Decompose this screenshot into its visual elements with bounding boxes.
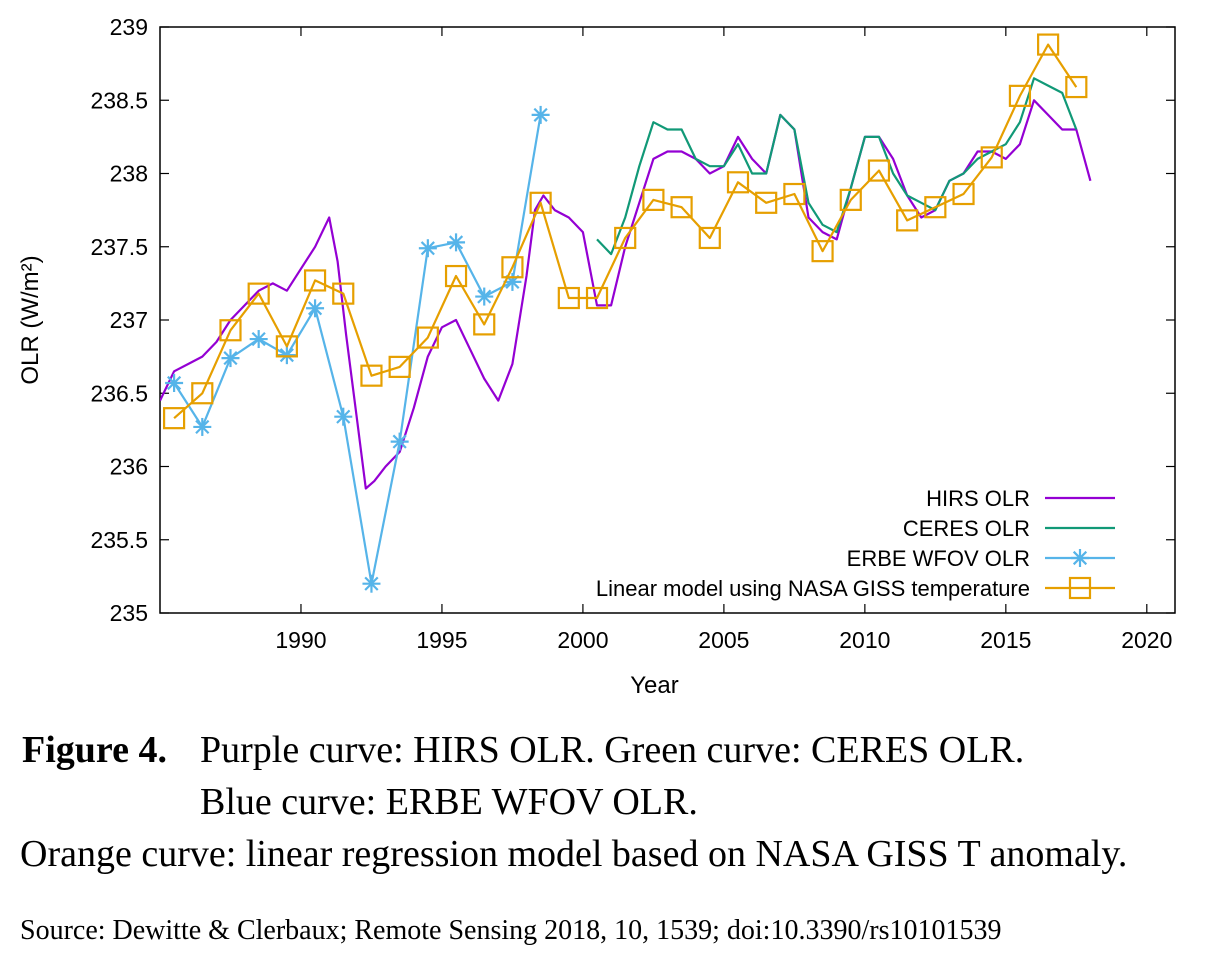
legend-label-erbe-wfov-olr: ERBE WFOV OLR [847, 546, 1030, 571]
data-point-erbe-wfov-olr [531, 105, 550, 124]
y-tick-label: 237.5 [90, 234, 148, 260]
y-tick-label: 237 [110, 307, 148, 333]
data-point-linear-model-using-nasa-giss-temperature [952, 182, 975, 206]
series-line-linear-model-using-nasa-giss-temperature [173, 43, 1078, 420]
figure-caption-line-2: Blue curve: ERBE WFOV OLR. [200, 781, 698, 823]
data-point-linear-model-using-nasa-giss-temperature [388, 355, 411, 378]
data-point-linear-model-using-nasa-giss-temperature [219, 319, 242, 342]
marker-stroke [420, 241, 435, 256]
data-point-linear-model-using-nasa-giss-temperature [275, 335, 298, 358]
marker-stroke [195, 419, 210, 435]
x-tick-label: 2020 [1121, 627, 1172, 653]
data-point-erbe-wfov-olr [447, 233, 466, 252]
figure-caption-line-1: Figure 4. Purple curve: HIRS OLR. Green c… [22, 728, 1024, 772]
data-point-linear-model-using-nasa-giss-temperature [726, 171, 750, 194]
data-point-erbe-wfov-olr [306, 299, 325, 318]
x-tick-label: 2010 [839, 627, 890, 653]
y-tick-label: 236.5 [90, 380, 148, 406]
figure-caption-line-3: Orange curve: linear regression model ba… [20, 833, 1128, 875]
series-erbe-wfov-olr [165, 105, 550, 593]
data-point-erbe-wfov-olr [334, 407, 353, 426]
data-point-erbe-wfov-olr [418, 239, 437, 258]
x-axis-label: Year [630, 672, 679, 699]
data-point-linear-model-using-nasa-giss-temperature [1065, 75, 1088, 99]
x-tick-label: 2005 [698, 627, 749, 653]
data-point-erbe-wfov-olr [249, 330, 268, 349]
marker-stroke [336, 409, 351, 424]
data-point-linear-model-using-nasa-giss-temperature [191, 382, 214, 405]
x-tick-label: 2015 [980, 627, 1031, 653]
source-citation: Source: Dewitte & Clerbaux; Remote Sensi… [20, 915, 1002, 946]
data-point-linear-model-using-nasa-giss-temperature [698, 226, 721, 250]
marker-stroke [364, 576, 379, 591]
legend: HIRS OLR CERES OLR ERBE WFOV OLR Linear mod… [596, 486, 1115, 601]
x-tick-label: 1990 [275, 627, 326, 653]
data-point-erbe-wfov-olr [362, 574, 381, 593]
y-tick-label: 235.5 [90, 527, 148, 553]
data-point-linear-model-using-nasa-giss-temperature [867, 159, 891, 182]
marker-stroke [1072, 550, 1088, 566]
y-axis-label: OLR (W/m²) [17, 255, 44, 384]
data-point-linear-model-using-nasa-giss-temperature [980, 146, 1003, 169]
y-tick-label: 235 [110, 600, 148, 626]
marker-stroke [251, 331, 266, 347]
data-point-linear-model-using-nasa-giss-temperature [585, 286, 609, 310]
data-point-linear-model-using-nasa-giss-temperature [924, 196, 947, 219]
data-point-linear-model-using-nasa-giss-temperature [332, 282, 355, 305]
figure-label: Figure 4. [22, 729, 167, 771]
data-point-erbe-wfov-olr [193, 417, 212, 436]
marker-stroke [279, 348, 294, 363]
data-point-linear-model-using-nasa-giss-temperature [162, 407, 186, 430]
marker-stroke [307, 301, 323, 316]
caption-text-1: Purple curve: HIRS OLR. Green curve: CER… [200, 729, 1025, 771]
data-point-linear-model-using-nasa-giss-temperature [1008, 84, 1032, 107]
data-point-linear-model-using-nasa-giss-temperature [444, 264, 468, 288]
data-point-erbe-wfov-olr [165, 373, 184, 392]
marker-stroke [392, 434, 407, 449]
data-point-linear-model-using-nasa-giss-temperature [783, 182, 806, 206]
data-point-linear-model-using-nasa-giss-temperature [614, 226, 637, 250]
series-hirs-olr [160, 99, 1092, 490]
data-point-linear-model-using-nasa-giss-temperature [811, 240, 834, 263]
legend-label-hirs-olr: HIRS OLR [926, 486, 1030, 511]
y-tick-label: 239 [110, 14, 148, 40]
legend-label-ceres-olr: CERES OLR [903, 516, 1030, 541]
legend-marker-erbe-wfov-olr [1071, 549, 1089, 567]
marker-stroke [167, 375, 182, 391]
marker-stroke [223, 351, 238, 366]
data-point-linear-model-using-nasa-giss-temperature [896, 209, 919, 232]
data-point-erbe-wfov-olr [277, 346, 296, 365]
data-point-linear-model-using-nasa-giss-temperature [557, 286, 580, 310]
data-point-erbe-wfov-olr [221, 349, 240, 368]
y-tick-label: 238 [110, 161, 148, 187]
y-tick-label: 236 [110, 454, 148, 480]
data-point-linear-model-using-nasa-giss-temperature [670, 196, 693, 219]
series-line-erbe-wfov-olr [173, 114, 542, 585]
legend-marker-linear-model-using-nasa-giss-temperature [1068, 576, 1092, 600]
data-point-linear-model-using-nasa-giss-temperature [1037, 33, 1060, 56]
data-point-linear-model-using-nasa-giss-temperature [303, 269, 327, 292]
data-point-linear-model-using-nasa-giss-temperature [360, 364, 383, 387]
data-point-linear-model-using-nasa-giss-temperature [529, 191, 552, 214]
data-point-linear-model-using-nasa-giss-temperature [473, 313, 496, 336]
marker-stroke [477, 289, 492, 304]
data-point-linear-model-using-nasa-giss-temperature [839, 188, 862, 211]
legend-label-linear-model-using-nasa-giss-temperature: Linear model using NASA GISS temperature [596, 576, 1030, 601]
y-tick-label: 238.5 [90, 87, 148, 113]
marker-stroke [533, 107, 548, 122]
x-tick-label: 2000 [557, 627, 608, 653]
series-line-hirs-olr [160, 99, 1092, 490]
series-linear-model-using-nasa-giss-temperature [162, 33, 1088, 430]
data-point-linear-model-using-nasa-giss-temperature [501, 256, 524, 279]
olr-chart: 235 235.5 236 236.5 237 237.5 238 238.5 239 1990 1… [17, 14, 1176, 699]
data-point-erbe-wfov-olr [390, 432, 409, 451]
data-point-linear-model-using-nasa-giss-temperature [416, 326, 439, 349]
data-point-linear-model-using-nasa-giss-temperature [247, 282, 270, 305]
data-point-linear-model-using-nasa-giss-temperature [642, 188, 665, 211]
data-point-linear-model-using-nasa-giss-temperature [755, 191, 778, 214]
x-tick-label: 1995 [416, 627, 467, 653]
data-point-erbe-wfov-olr [475, 287, 494, 306]
marker-stroke [448, 235, 464, 250]
